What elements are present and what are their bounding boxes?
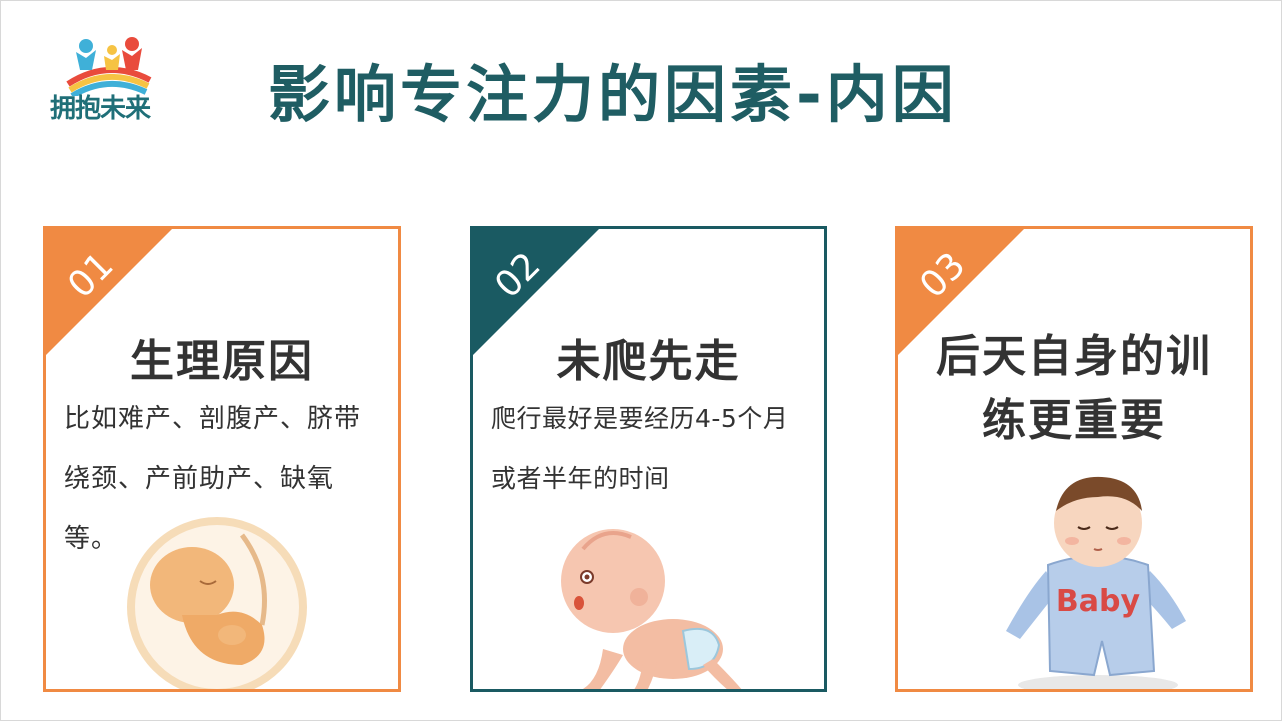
card-heading: 生理原因 [130, 336, 314, 387]
logo-figures-icon [66, 37, 152, 96]
logo-text: 拥抱未来 [50, 94, 151, 124]
card-body: 比如难产、剖腹产、脐带绕颈、产前助产、缺氧等。 [64, 404, 362, 554]
card-01: 01 生理原因 比如难产、剖腹产、脐带绕颈、产前助产、缺氧等。 [43, 226, 401, 692]
fetus-illustration [127, 517, 307, 689]
toddler-illustration: Baby [1006, 476, 1186, 689]
card-03: 03 后天自身的训练更重要 Baby [895, 226, 1253, 692]
card-02: 02 未爬先走 爬行最好是要经历4-5个月或者半年的时间 [470, 226, 827, 692]
card-heading: 后天自身的训练更重要 [936, 331, 1212, 446]
card-heading: 未爬先走 [556, 336, 741, 387]
card-corner [898, 229, 1027, 358]
page-title: 影响专注力的因素-内因 [268, 58, 958, 131]
crawling-baby-illustration [561, 529, 742, 689]
card-body: 爬行最好是要经历4-5个月或者半年的时间 [491, 404, 789, 493]
onesie-text: Baby [1056, 584, 1141, 619]
card-corner [473, 229, 602, 358]
card-corner [46, 229, 175, 358]
logo: 拥抱未来 [48, 36, 188, 132]
